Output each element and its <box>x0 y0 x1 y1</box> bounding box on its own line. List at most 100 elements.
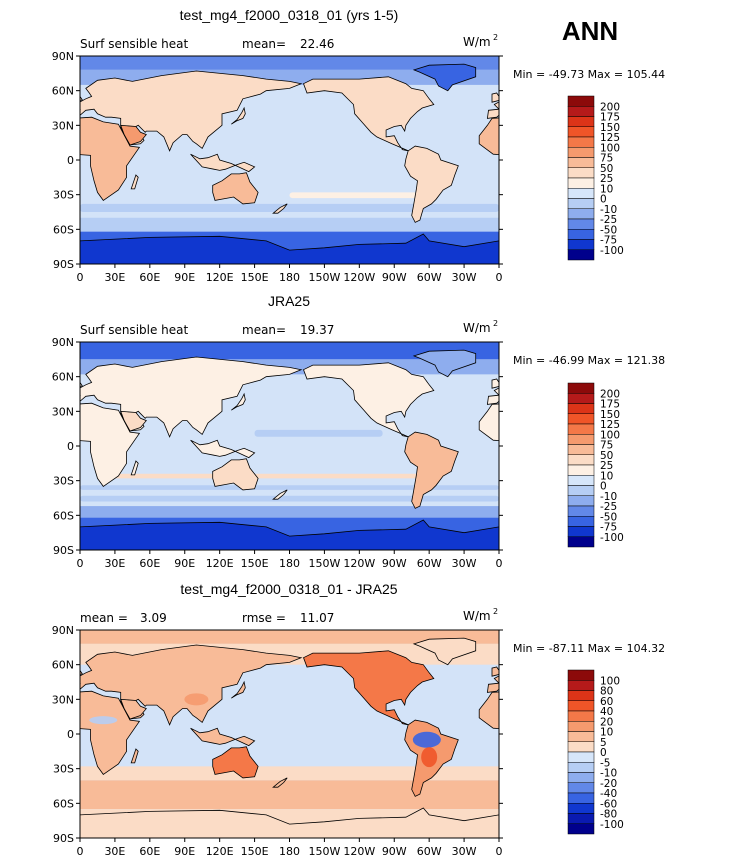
colorbar-swatch <box>567 690 595 701</box>
x-tick-label: 120E <box>206 271 234 284</box>
panel-title: JRA25 <box>268 293 310 309</box>
x-tick-label: 150E <box>241 557 269 570</box>
colorbar-swatch <box>567 700 595 712</box>
units-label: W/m <box>463 321 491 335</box>
units-exponent: 2 <box>493 607 498 616</box>
y-tick-label: 30S <box>53 763 74 776</box>
variable-label: Surf sensible heat <box>80 323 189 337</box>
y-tick-label: 60N <box>52 659 74 672</box>
colorbar-label: -60 <box>600 798 617 810</box>
ocean-streak <box>289 192 418 199</box>
x-tick-label: 120W <box>343 557 375 570</box>
continent-greenland <box>412 349 477 378</box>
colorbar-label: -50 <box>600 224 617 236</box>
colorbar-swatch <box>567 741 595 753</box>
colorbar-swatch <box>567 526 595 537</box>
colorbar-swatch <box>567 680 595 691</box>
x-tick-label: 30E <box>104 845 125 858</box>
colorbar-swatch <box>567 239 595 250</box>
colorbar-label: -75 <box>600 235 617 247</box>
x-tick-label: 90E <box>174 271 195 284</box>
x-tick-label: 60E <box>139 271 160 284</box>
colorbar-swatch <box>567 762 595 773</box>
continent-madagascar <box>130 460 139 476</box>
continent-uk-wrap <box>491 92 499 103</box>
colorbar-swatch <box>567 413 595 425</box>
colorbar-label: 75 <box>600 440 613 452</box>
colorbar-label: -25 <box>600 501 617 513</box>
colorbar-swatch <box>567 505 595 517</box>
y-tick-label: 60S <box>53 797 74 810</box>
colorbar-label: 0 <box>600 481 607 493</box>
colorbar-label: -40 <box>600 788 617 800</box>
colorbar-label: -10 <box>600 204 617 216</box>
continent-australia <box>212 172 259 205</box>
continent-africa <box>80 402 141 487</box>
ocean-streak <box>80 203 499 212</box>
stat-label: mean= <box>242 323 286 337</box>
colorbar-label: 200 <box>600 388 620 400</box>
x-tick-label: 90E <box>174 557 195 570</box>
colorbar-swatch <box>567 95 595 107</box>
colorbar-label: 75 <box>600 153 613 165</box>
colorbar-swatch <box>567 516 595 527</box>
continent-africa-wrap <box>478 403 499 442</box>
continent-samerica <box>404 431 459 509</box>
panel-obs: JRA25 Surf sensible heat mean= 19.37 W/m 2 90N… <box>52 293 665 570</box>
colorbar-label: -75 <box>600 522 617 534</box>
continent-madagascar <box>130 174 139 190</box>
x-tick-label: 0 <box>77 271 84 284</box>
x-tick-label: 0 <box>77 557 84 570</box>
stat-value: 19.37 <box>300 323 334 337</box>
colorbar-swatch <box>567 167 595 179</box>
colorbar-swatch <box>567 454 595 466</box>
colorbar-label: 80 <box>600 686 613 698</box>
zonal-band <box>80 630 499 644</box>
y-tick-label: 90N <box>52 624 74 637</box>
x-tick-label: 180 <box>279 845 300 858</box>
colorbar-swatch <box>567 106 595 117</box>
min-max-label: Min = -87.11 Max = 104.32 <box>513 642 665 655</box>
x-tick-label: 150W <box>308 845 340 858</box>
colorbar-swatch <box>567 669 595 681</box>
panel-model: test_mg4_f2000_0318_01 (yrs 1-5) Surf sen… <box>52 7 665 284</box>
panel-diff: test_mg4_f2000_0318_01 - JRA25 mean = 3.09… <box>52 581 665 858</box>
continent-namerica <box>302 650 435 726</box>
x-tick-label: 60W <box>417 271 442 284</box>
colorbar-swatch <box>567 188 595 199</box>
colorbar-label: 100 <box>600 429 620 441</box>
colorbar-label: -10 <box>600 768 617 780</box>
units-label: W/m <box>463 609 491 623</box>
colorbar-label: 40 <box>600 706 613 718</box>
x-tick-label: 150E <box>241 845 269 858</box>
colorbar-swatch <box>567 208 595 220</box>
anomaly-patch <box>184 693 209 706</box>
continent-arabia <box>120 124 147 146</box>
x-tick-label: 150W <box>308 557 340 570</box>
y-tick-label: 30N <box>52 119 74 132</box>
colorbar-swatch <box>567 710 595 722</box>
colorbar-swatch <box>567 403 595 414</box>
colorbar-label: 150 <box>600 122 620 134</box>
colorbar-swatch <box>567 136 595 148</box>
y-tick-label: 90N <box>52 336 74 349</box>
x-tick-label: 120W <box>343 271 375 284</box>
continent-indonesia <box>190 439 256 459</box>
colorbar-swatch <box>567 177 595 189</box>
colorbar-swatch <box>567 218 595 230</box>
stat-value: 22.46 <box>300 37 334 51</box>
colorbar-label: -5 <box>600 757 610 769</box>
y-tick-label: 30N <box>52 405 74 418</box>
continent-indonesia <box>190 153 256 173</box>
colorbar-swatch <box>567 464 595 476</box>
y-tick-label: 60N <box>52 371 74 384</box>
colorbar-label: 60 <box>600 696 613 708</box>
x-tick-label: 0 <box>496 271 503 284</box>
ocean-streak <box>103 473 430 479</box>
continent-nz <box>272 777 288 788</box>
colorbar-swatch <box>567 126 595 138</box>
continent-australia <box>212 746 259 779</box>
stat-label: mean= <box>242 37 286 51</box>
colorbar-swatch <box>567 423 595 435</box>
colorbar-label: -25 <box>600 214 617 226</box>
